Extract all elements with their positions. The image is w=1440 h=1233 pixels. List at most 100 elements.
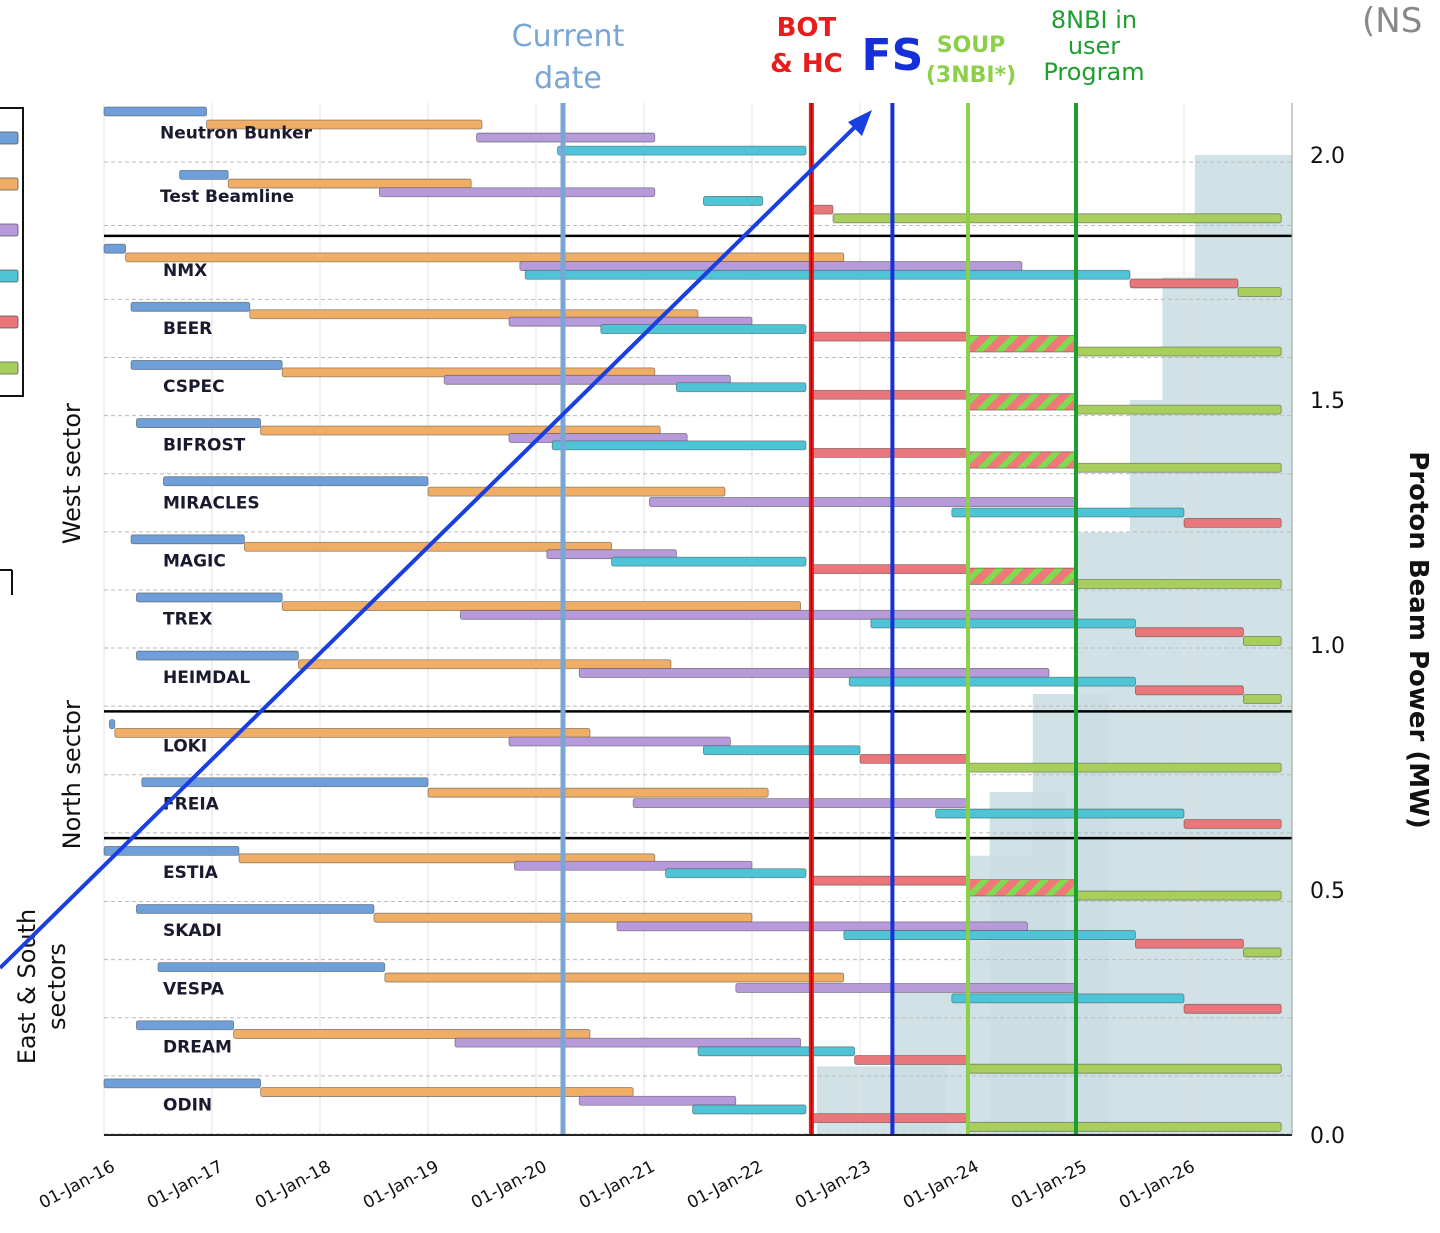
- phase-bar: [141, 777, 429, 788]
- phase-bar: [109, 719, 116, 730]
- phase-legend: [0, 107, 24, 595]
- phase-bar: [238, 853, 656, 864]
- legend-swatch: [0, 223, 19, 237]
- phase-bar: [249, 309, 699, 320]
- legend-swatch: [0, 131, 19, 145]
- phase-bar: [811, 204, 834, 215]
- milestone-label-0: & HC: [770, 49, 843, 79]
- instrument-label: DREAM: [163, 1037, 232, 1057]
- phase-bar: [1243, 635, 1282, 646]
- phase-bar: [967, 451, 1077, 469]
- phase-bar: [103, 1078, 262, 1089]
- phase-bar: [967, 335, 1077, 353]
- phase-bar: [227, 178, 472, 189]
- timeline-arrow-head: [848, 110, 872, 136]
- phase-bar: [1237, 287, 1282, 298]
- instrument-label: SKADI: [163, 921, 222, 941]
- phase-bar: [162, 476, 429, 487]
- instrument-label: LOKI: [163, 736, 207, 756]
- phase-bar: [508, 736, 731, 747]
- phase-bar: [135, 418, 261, 428]
- phase-bar: [114, 727, 591, 738]
- phase-bar: [427, 787, 769, 798]
- phase-bar: [384, 972, 845, 983]
- phase-bar: [692, 1104, 807, 1115]
- phase-bar: [551, 440, 807, 451]
- phase-bar: [1135, 685, 1244, 696]
- current-date-label: Current: [512, 19, 625, 54]
- y-tick-label: 1.0: [1310, 634, 1345, 659]
- timeline-arrow: [0, 120, 862, 970]
- phase-bar: [578, 1095, 737, 1106]
- sector-label-text: West sector: [58, 403, 86, 544]
- x-tick-label: 01-Jan-21: [576, 1157, 658, 1213]
- sector-dividers: West sector North sector East & South secto…: [13, 234, 1292, 1064]
- phase-bar: [1129, 278, 1239, 289]
- phase-bar: [135, 904, 375, 914]
- phase-bar: [459, 609, 1077, 620]
- phase-bar: [967, 879, 1077, 897]
- row-separators: [104, 161, 1292, 1135]
- phase-bar: [676, 382, 807, 393]
- x-tick-label: 01-Jan-19: [360, 1157, 442, 1213]
- phase-bar: [616, 921, 1028, 932]
- phase-bar: [703, 196, 764, 206]
- phase-bar: [811, 447, 969, 458]
- instrument-label: ODIN: [163, 1096, 212, 1116]
- instrument-label: MIRACLES: [163, 493, 260, 513]
- phase-bar: [1243, 694, 1282, 704]
- phase-bar: [427, 486, 726, 497]
- phase-bar: [1243, 947, 1282, 958]
- instrument-label: CSPEC: [163, 377, 225, 397]
- phase-bar: [443, 374, 731, 385]
- x-tick-label: 01-Jan-17: [144, 1157, 226, 1213]
- milestone-label-2: SOUP: [937, 33, 1006, 58]
- phase-bar: [951, 507, 1185, 518]
- legend-swatch: [0, 361, 19, 375]
- phase-bar: [103, 845, 240, 856]
- phase-bar: [832, 213, 1282, 224]
- phase-bar: [179, 169, 229, 180]
- legend-swatch: [0, 269, 19, 283]
- x-tick-label: 01-Jan-20: [468, 1157, 550, 1213]
- phase-bar: [1135, 938, 1244, 949]
- milestone-label-1: FS: [862, 30, 924, 81]
- phase-bar: [519, 261, 1023, 271]
- phase-bar: [967, 1063, 1282, 1074]
- phase-bar: [735, 983, 1077, 993]
- power-ramp-bar-5: [1076, 532, 1130, 1135]
- x-tick-label: 01-Jan-26: [1116, 1157, 1198, 1213]
- instrument-label: BEER: [163, 319, 212, 339]
- phase-bar: [697, 1046, 856, 1057]
- phase-bar: [1183, 1003, 1282, 1014]
- phase-bar: [130, 301, 251, 312]
- phase-bar: [233, 1029, 591, 1039]
- instrument-label: Neutron Bunker: [160, 124, 313, 144]
- phase-bar: [967, 567, 1077, 585]
- instrument-labels: Neutron Bunker Test Beamline NMX BEER CSPEC B…: [160, 124, 313, 1116]
- phase-bar: [703, 745, 861, 756]
- sector-label-0: West sector: [58, 403, 86, 544]
- milestone-label-0: BOT: [777, 13, 837, 43]
- phase-bar: [125, 252, 845, 263]
- sector-label-text: North sector: [58, 700, 86, 849]
- phase-bar: [632, 798, 969, 809]
- legend-box: [0, 107, 24, 397]
- milestone-lines: Current date BOT & HC FS SOUP (3NBI*) 8NBI inus…: [512, 6, 1145, 1135]
- phase-bar: [157, 962, 386, 973]
- phase-bar: [1075, 890, 1282, 901]
- phase-bar: [206, 119, 483, 130]
- y-tick-label: 0.5: [1310, 879, 1345, 904]
- instrument-label: ESTIA: [163, 863, 219, 883]
- phase-bar: [1135, 627, 1244, 638]
- phase-bar: [130, 534, 245, 545]
- instrument-label: Test Beamline: [160, 187, 294, 207]
- phase-bar: [1183, 819, 1282, 829]
- phase-bar: [843, 930, 1136, 940]
- x-tick-label: 01-Jan-23: [792, 1157, 874, 1213]
- phase-bar: [103, 243, 127, 254]
- proton-power-ramp: [816, 155, 1292, 1135]
- instrument-label: HEIMDAL: [163, 668, 250, 688]
- phase-bar: [135, 650, 299, 661]
- y-tick-label: 1.5: [1310, 389, 1345, 414]
